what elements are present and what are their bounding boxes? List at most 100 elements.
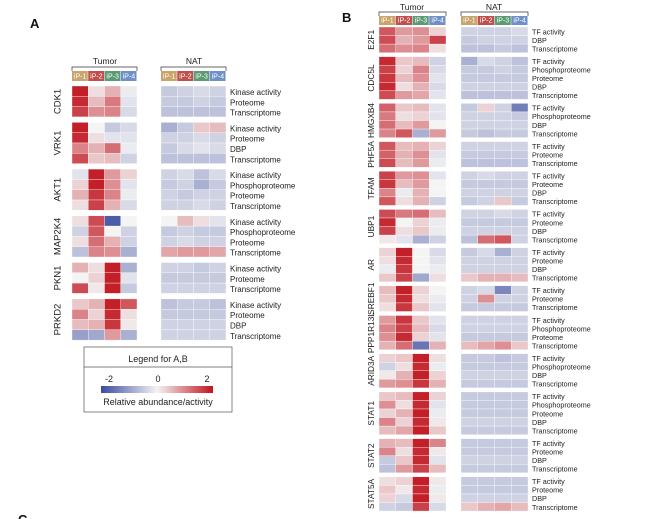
heatmap-cell [511, 234, 529, 244]
row-label: Transcriptome [532, 44, 578, 53]
heatmap-cell [104, 168, 121, 180]
heatmap-cell [193, 106, 210, 118]
gene-block: TF activityPhosphoproteomeProteomeDBPTra… [366, 391, 591, 435]
heatmap-cell [104, 106, 121, 118]
row-label: Proteome [532, 409, 563, 418]
heatmap-cell [395, 476, 413, 486]
panel-c-label: C [18, 512, 28, 519]
row-label: TF activity [532, 439, 565, 448]
heatmap-cell [494, 179, 512, 189]
heatmap-cell [477, 56, 495, 66]
heatmap-cell [412, 493, 430, 503]
heatmap-cell [460, 196, 478, 206]
heatmap-cell [460, 256, 478, 265]
heatmap-cell [160, 282, 178, 294]
subtype-label: iP-3 [415, 18, 428, 25]
heatmap-cell [477, 285, 495, 295]
gene-label: HMGXB4 [366, 103, 376, 138]
heatmap-cell [477, 141, 495, 151]
heatmap-cell [511, 502, 529, 512]
heatmap-cell [494, 158, 512, 168]
heatmap-cell [460, 485, 478, 495]
heatmap-cell [429, 171, 447, 180]
heatmap-cell [193, 179, 210, 190]
heatmap-cell [395, 256, 413, 265]
heatmap-cell [120, 85, 138, 97]
heatmap-cell [511, 65, 529, 74]
heatmap-cell [104, 132, 121, 144]
heatmap-cell [412, 26, 430, 36]
heatmap-cell [193, 298, 210, 310]
heatmap-cell [209, 142, 227, 154]
heatmap-cell [511, 370, 529, 380]
heatmap-cell [511, 400, 529, 410]
heatmap-cell [177, 122, 194, 133]
gene-block: TF activityPhosphoproteomeProteomeTransc… [366, 312, 591, 353]
row-label: Transcriptome [230, 332, 281, 341]
row-label: Proteome [230, 275, 265, 284]
heatmap-cell [193, 199, 210, 211]
heatmap-cell [494, 273, 512, 283]
row-label: Phosphoproteome [532, 65, 591, 74]
heatmap-cell [378, 226, 396, 236]
heatmap-cell [209, 106, 227, 118]
heatmap-cell [460, 332, 478, 342]
heatmap-cell [120, 236, 138, 247]
heatmap-cell [494, 294, 512, 304]
row-label: Proteome [532, 486, 563, 495]
heatmap-cell [120, 122, 138, 133]
heatmap-cell [494, 370, 512, 380]
heatmap-cell [429, 188, 447, 198]
heatmap-cell [378, 171, 396, 180]
heatmap-cell [104, 215, 121, 227]
row-label: DBP [532, 227, 547, 236]
heatmap-cell [412, 256, 430, 265]
panel-b-subtype-bar: iP-1 iP-2 iP-3 iP-4 iP-1 iP-2 iP-3 iP-4 [379, 16, 528, 25]
heatmap-cell [429, 294, 447, 304]
heatmap-cell [193, 225, 210, 237]
gene-label: CDK1 [53, 89, 64, 114]
row-label: DBP [532, 456, 547, 465]
heatmap-cell [209, 199, 227, 211]
heatmap-cell [71, 142, 89, 154]
heatmap-cell [494, 455, 512, 465]
row-label: DBP [532, 189, 547, 198]
subtype-swatch [88, 71, 104, 81]
heatmap-cell [177, 319, 194, 330]
heatmap-cell [494, 493, 512, 503]
heatmap-cell [429, 158, 447, 168]
heatmap-cell [395, 264, 413, 274]
row-label: DBP [532, 36, 547, 45]
heatmap-cell [395, 141, 413, 151]
gene-label: CDC5L [366, 64, 376, 92]
heatmap-cell [177, 329, 194, 341]
heatmap-cell [511, 56, 529, 66]
row-label: Transcriptome [532, 341, 578, 350]
heatmap-cell [494, 188, 512, 198]
row-label: Proteome [532, 74, 563, 83]
panel-a-label: A [30, 16, 40, 31]
heatmap-cell [177, 153, 194, 164]
heatmap-cell [160, 168, 178, 180]
heatmap-cell [378, 400, 396, 410]
gene-label: MAP2K4 [53, 218, 64, 256]
heatmap-cell [494, 447, 512, 456]
subtype-label: iP-2 [480, 18, 493, 25]
panel-b-header: Tumor NAT [378, 2, 529, 16]
heatmap-cell [494, 417, 512, 427]
heatmap-cell [511, 141, 529, 151]
heatmap-cell [88, 262, 105, 273]
heatmap-cell [429, 340, 447, 350]
row-label: Proteome [230, 311, 265, 320]
heatmap-cell [511, 332, 529, 342]
row-label: TF activity [532, 354, 565, 363]
heatmap-cell [177, 96, 194, 107]
heatmap-cell [88, 142, 105, 154]
heatmap-cell [209, 132, 227, 144]
heatmap-cell [494, 362, 512, 371]
heatmap-cell [395, 65, 413, 74]
heatmap-cell [160, 262, 178, 273]
heatmap-cell [378, 362, 396, 371]
row-label: Transcriptome [230, 249, 281, 258]
